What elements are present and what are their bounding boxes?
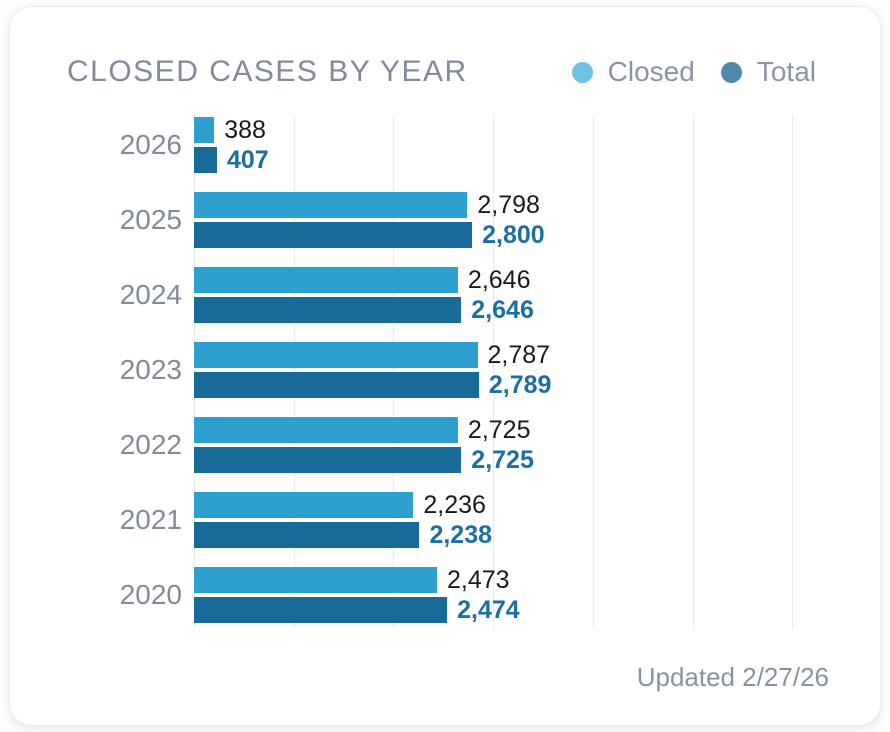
total-value-label: 2,789 (488, 371, 552, 399)
total-bar-line: 2,789 (194, 372, 869, 398)
total-bar[interactable] (194, 297, 462, 323)
row-plot-area: 2,787 2,789 (194, 342, 869, 398)
year-label: 2026 (119, 129, 182, 160)
total-bar[interactable] (194, 372, 479, 398)
total-bar[interactable] (194, 522, 420, 548)
updated-timestamp: Updated 2/27/26 (636, 662, 829, 692)
year-label: 2024 (119, 279, 182, 310)
row-plot-area: 2,725 2,725 (194, 417, 869, 473)
closed-bar[interactable] (194, 192, 468, 218)
chart-title: CLOSED CASES BY YEAR (67, 55, 468, 88)
closed-bar[interactable] (194, 492, 414, 518)
legend-item-closed[interactable]: Closed (571, 56, 695, 88)
closed-bar-line: 2,787 (194, 342, 869, 368)
closed-value-label: 2,787 (487, 341, 551, 369)
total-bar[interactable] (194, 597, 448, 623)
legend-item-total[interactable]: Total (720, 56, 816, 88)
legend-label-closed: Closed (607, 56, 695, 87)
chart-row-2025: 2025 2,798 2,800 (10, 192, 880, 248)
total-bar[interactable] (194, 222, 473, 248)
total-bar[interactable] (194, 447, 462, 473)
bar-chart: 2026 388 407 2025 2,798 2,800 2024 2,646 2,646 20… (10, 115, 880, 629)
total-bar-line: 2,800 (194, 222, 869, 248)
total-bar-line: 2,646 (194, 297, 869, 323)
chart-row-2020: 2020 2,473 2,474 (10, 567, 880, 623)
total-value-label: 2,725 (471, 446, 534, 474)
year-label: 2025 (119, 204, 182, 235)
closed-value-label: 2,473 (447, 566, 510, 594)
total-value-label: 407 (226, 146, 269, 174)
closed-cases-card: CLOSED CASES BY YEAR Closed Total 2026 38… (9, 6, 881, 726)
chart-row-2021: 2021 2,236 2,238 (10, 492, 880, 548)
gridline (692, 115, 694, 629)
closed-series-dot-icon (571, 61, 593, 83)
chart-row-2023: 2023 2,787 2,789 (10, 342, 880, 398)
total-bar-line: 2,238 (194, 522, 869, 548)
chart-row-2022: 2022 2,725 2,725 (10, 417, 880, 473)
year-label: 2023 (119, 354, 182, 385)
legend-label-total: Total (756, 56, 816, 87)
closed-value-label: 2,236 (423, 491, 486, 519)
gridline (493, 115, 495, 629)
closed-value-label: 2,798 (477, 191, 540, 219)
total-value-label: 2,800 (482, 221, 545, 249)
row-plot-area: 2,236 2,238 (194, 492, 869, 548)
closed-bar-line: 388 (194, 117, 869, 143)
closed-bar[interactable] (194, 417, 458, 443)
total-bar-line: 2,474 (194, 597, 869, 623)
total-series-dot-icon (720, 61, 742, 83)
year-label: 2021 (119, 504, 182, 535)
chart-legend: Closed Total (571, 56, 816, 88)
closed-bar-line: 2,798 (194, 192, 869, 218)
chart-rows: 2026 388 407 2025 2,798 2,800 2024 2,646 2,646 20… (10, 117, 880, 623)
closed-value-label: 2,725 (467, 416, 531, 444)
closed-bar[interactable] (194, 567, 437, 593)
chart-row-2024: 2024 2,646 2,646 (10, 267, 880, 323)
closed-value-label: 388 (224, 116, 266, 144)
row-plot-area: 2,798 2,800 (194, 192, 869, 248)
chart-row-2026: 2026 388 407 (10, 117, 880, 173)
closed-bar-line: 2,473 (194, 567, 869, 593)
total-value-label: 2,238 (429, 521, 492, 549)
total-bar[interactable] (194, 147, 217, 173)
closed-bar-line: 2,725 (194, 417, 869, 443)
total-value-label: 2,646 (471, 296, 534, 324)
closed-bar-line: 2,236 (194, 492, 869, 518)
total-bar-line: 2,725 (194, 447, 869, 473)
closed-value-label: 2,646 (467, 266, 531, 294)
total-value-label: 2,474 (457, 596, 520, 624)
year-label: 2020 (119, 579, 182, 610)
gridline (792, 115, 794, 629)
closed-bar[interactable] (194, 342, 478, 368)
closed-bar[interactable] (194, 267, 458, 293)
row-plot-area: 388 407 (194, 117, 869, 173)
row-plot-area: 2,646 2,646 (194, 267, 869, 323)
gridline (592, 115, 594, 629)
total-bar-line: 407 (194, 147, 869, 173)
card-header: CLOSED CASES BY YEAR Closed Total (67, 55, 816, 89)
closed-bar[interactable] (194, 117, 215, 143)
closed-bar-line: 2,646 (194, 267, 869, 293)
year-label: 2022 (119, 429, 182, 460)
row-plot-area: 2,473 2,474 (194, 567, 869, 623)
